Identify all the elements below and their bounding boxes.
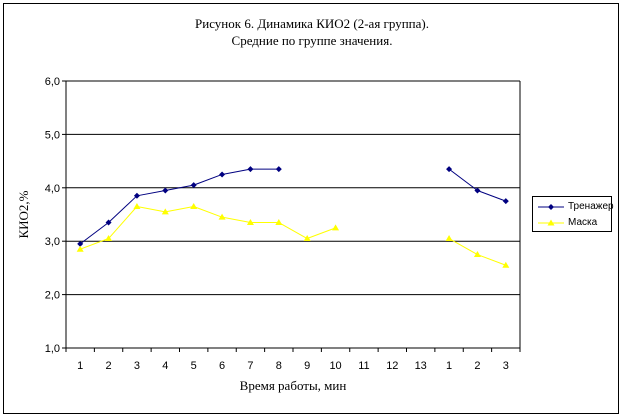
series-0-point bbox=[105, 219, 112, 226]
series-0-segment bbox=[136, 189, 166, 197]
series-1-point bbox=[76, 245, 84, 252]
legend-swatch-trainer bbox=[538, 204, 564, 210]
x-tick-label: 7 bbox=[247, 360, 253, 372]
series-0-point bbox=[162, 187, 169, 194]
x-tick-label: 6 bbox=[219, 360, 225, 372]
series-1-point bbox=[303, 235, 311, 242]
series-0-point bbox=[474, 187, 481, 194]
legend-label-mask: Маска bbox=[568, 217, 598, 228]
series-0-point bbox=[247, 166, 254, 173]
x-tick-label: 2 bbox=[106, 360, 112, 372]
chart-frame bbox=[3, 3, 619, 414]
x-tick-label: 3 bbox=[134, 360, 140, 372]
legend-swatch-mask bbox=[538, 219, 564, 226]
series-0-segment bbox=[79, 222, 109, 245]
series-1-segment bbox=[136, 205, 166, 213]
y-tick-label: 5,0 bbox=[45, 129, 60, 141]
series-1-segment bbox=[165, 205, 194, 213]
series-1-segment bbox=[448, 238, 478, 255]
series-0-point bbox=[133, 192, 140, 199]
x-tick-label: 1 bbox=[77, 360, 83, 372]
y-tick-label: 3,0 bbox=[45, 236, 60, 248]
series-0-point bbox=[446, 166, 453, 173]
series-0-segment bbox=[448, 168, 478, 191]
series-0-segment bbox=[477, 190, 506, 202]
series-1-segment bbox=[221, 216, 251, 224]
chart-subtitle: Средние по группе значения. bbox=[231, 33, 393, 48]
y-tick-label: 6,0 bbox=[45, 76, 60, 88]
x-tick-label: 1 bbox=[446, 360, 452, 372]
series-1-point bbox=[190, 202, 198, 209]
x-tick-label: 13 bbox=[415, 360, 427, 372]
series-0-point bbox=[502, 198, 509, 205]
series-0-segment bbox=[221, 168, 251, 175]
series-1-segment bbox=[108, 206, 138, 239]
x-tick-label: 3 bbox=[503, 360, 509, 372]
series-1-point bbox=[332, 224, 340, 231]
x-tick-label: 4 bbox=[162, 360, 168, 372]
x-axis-title: Время работы, мин bbox=[240, 378, 347, 393]
series-1-point bbox=[502, 261, 510, 268]
series-1-segment bbox=[193, 206, 223, 218]
series-1-point bbox=[133, 202, 141, 209]
series-0-segment bbox=[193, 173, 223, 186]
x-tick-label: 8 bbox=[276, 360, 282, 372]
x-tick-label: 9 bbox=[304, 360, 310, 372]
y-axis-title: КИО2,% bbox=[16, 190, 31, 238]
series-1-segment bbox=[477, 254, 506, 266]
series-1-point bbox=[275, 219, 283, 226]
x-tick-label: 5 bbox=[191, 360, 197, 372]
series-1-point bbox=[445, 235, 453, 242]
series-1-point bbox=[105, 235, 113, 242]
series-0-point bbox=[219, 171, 226, 178]
series-0-segment bbox=[165, 184, 194, 191]
legend: Тренажер Маска bbox=[532, 196, 614, 232]
series-0-segment bbox=[108, 195, 138, 223]
x-tick-label: 11 bbox=[358, 360, 369, 372]
y-tick-label: 2,0 bbox=[45, 290, 60, 302]
series-0-point bbox=[190, 182, 197, 189]
x-tick-label: 12 bbox=[386, 360, 398, 372]
series-1-segment bbox=[278, 222, 308, 239]
x-tick-label: 2 bbox=[474, 360, 480, 372]
chart-title: Рисунок 6. Динамика КИО2 (2-ая группа). bbox=[195, 16, 429, 31]
series-0-point bbox=[77, 240, 84, 247]
y-tick-label: 1,0 bbox=[45, 343, 60, 355]
series-1-point bbox=[473, 251, 481, 258]
series-1-point bbox=[246, 219, 254, 226]
series-1-segment bbox=[307, 227, 336, 239]
legend-item-trainer: Тренажер bbox=[537, 200, 614, 214]
series-1-point bbox=[218, 213, 226, 220]
legend-label-trainer: Тренажер bbox=[568, 201, 614, 212]
x-tick-label: 10 bbox=[329, 360, 341, 372]
series-1-segment bbox=[80, 238, 109, 250]
legend-item-mask: Маска bbox=[537, 216, 611, 230]
series-0-point bbox=[275, 166, 282, 173]
y-tick-label: 4,0 bbox=[45, 183, 60, 195]
series-1-point bbox=[161, 208, 169, 215]
